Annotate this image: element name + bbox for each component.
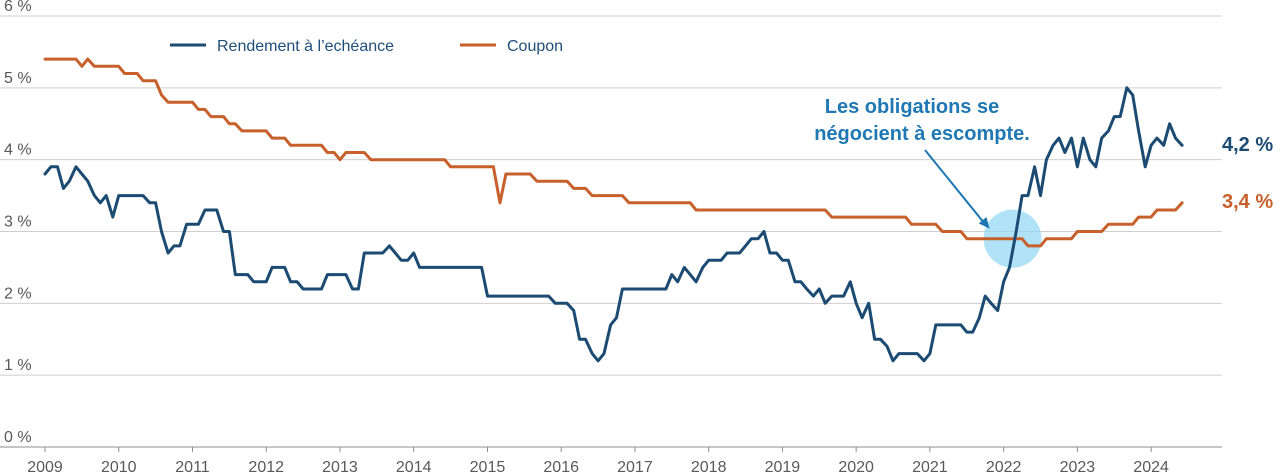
legend-label-yield: Rendement à l’echéance bbox=[217, 38, 394, 55]
x-tick-label: 2022 bbox=[986, 459, 1022, 476]
annotation-arrow-head bbox=[978, 217, 990, 229]
y-tick-label: 4 % bbox=[4, 142, 32, 159]
x-tick-label: 2014 bbox=[396, 459, 432, 476]
gridlines bbox=[0, 15, 1222, 448]
x-tick-label: 2012 bbox=[248, 459, 284, 476]
y-tick-label: 0 % bbox=[4, 429, 32, 446]
end-label-yield: 4,2 % bbox=[1222, 134, 1273, 156]
x-tick-label: 2011 bbox=[175, 459, 210, 476]
x-tick-label: 2019 bbox=[765, 459, 801, 476]
x-tick-label: 2016 bbox=[543, 459, 579, 476]
end-labels: 4,2 % 3,4 % bbox=[1222, 134, 1273, 213]
annotation-line-1: Les obligations se bbox=[825, 96, 999, 118]
y-tick-label: 2 % bbox=[4, 285, 32, 302]
annotation: Les obligations se négocient à escompte. bbox=[814, 96, 1030, 229]
y-tick-label: 5 % bbox=[4, 70, 32, 87]
x-tick-label: 2017 bbox=[617, 459, 653, 476]
series-line-yield bbox=[43, 86, 1184, 363]
x-tick-label: 2010 bbox=[101, 459, 137, 476]
y-tick-label: 6 % bbox=[4, 0, 32, 15]
series-lines bbox=[43, 57, 1184, 363]
x-tick-label: 2009 bbox=[27, 459, 63, 476]
end-label-coupon: 3,4 % bbox=[1222, 191, 1273, 213]
x-tick-label: 2013 bbox=[322, 459, 358, 476]
y-axis-ticks: 0 % 1 % 2 % 3 % 4 % 5 % 6 % bbox=[4, 0, 32, 446]
legend-label-coupon: Coupon bbox=[507, 38, 563, 55]
x-tick-label: 2024 bbox=[1133, 459, 1169, 476]
x-tick-label: 2018 bbox=[691, 459, 727, 476]
annotation-line-2: négocient à escompte. bbox=[814, 123, 1030, 145]
series-line-coupon bbox=[43, 57, 1184, 248]
y-tick-label: 3 % bbox=[4, 214, 32, 231]
x-tick-label: 2023 bbox=[1060, 459, 1096, 476]
x-tick-label: 2015 bbox=[470, 459, 506, 476]
annotation-arrow-line bbox=[924, 149, 987, 226]
y-tick-label: 1 % bbox=[4, 357, 32, 374]
x-axis-ticks: 2009 2010 2011 2012 2013 2014 2015 2016 2017 2018… bbox=[27, 447, 1169, 476]
x-tick-label: 2020 bbox=[838, 459, 874, 476]
legend: Rendement à l’echéance Coupon bbox=[170, 38, 563, 55]
x-tick-label: 2021 bbox=[912, 459, 948, 476]
